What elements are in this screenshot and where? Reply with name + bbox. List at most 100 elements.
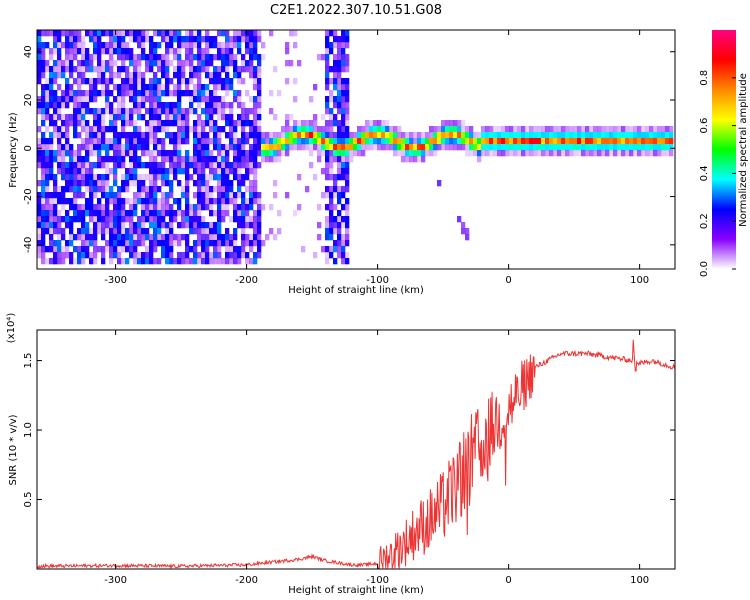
heatmap-cell [145, 138, 150, 145]
heatmap-cell [157, 138, 162, 145]
heatmap-cell [129, 114, 134, 121]
heatmap-cell [157, 174, 162, 181]
heatmap-cell [665, 138, 670, 145]
heatmap-cell [121, 204, 126, 211]
heatmap-cell [133, 90, 138, 97]
heatmap-cell [209, 240, 214, 247]
heatmap-cell [53, 252, 58, 259]
heatmap-cell [233, 174, 238, 181]
heatmap-cell [201, 174, 206, 181]
heatmap-cell [137, 60, 142, 67]
heatmap-cell [233, 132, 238, 139]
heatmap-cell [325, 108, 330, 115]
heatmap-cell [221, 234, 226, 241]
heatmap-cell [109, 186, 114, 193]
heatmap-cell [197, 120, 202, 127]
heatmap-cell [41, 84, 46, 91]
heatmap-cell [525, 132, 530, 139]
heatmap-cell [493, 126, 498, 133]
heatmap-cell [133, 120, 138, 127]
heatmap-cell [49, 240, 54, 247]
heatmap-cell [133, 168, 138, 175]
heatmap-cell [337, 60, 342, 67]
heatmap-cell [285, 120, 290, 127]
heatmap-cell [213, 168, 218, 175]
heatmap-cell [661, 144, 666, 151]
heatmap-cell [269, 108, 274, 115]
heatmap-cell [97, 174, 102, 181]
heatmap-cell [101, 204, 106, 211]
heatmap-cell [165, 54, 170, 61]
heatmap-cell [185, 114, 190, 121]
heatmap-cell [333, 120, 338, 127]
heatmap-cell [221, 96, 226, 103]
heatmap-cell [197, 174, 202, 181]
heatmap-cell [81, 120, 86, 127]
heatmap-cell [73, 54, 78, 61]
heatmap-cell [97, 72, 102, 79]
heatmap-cell [97, 216, 102, 223]
heatmap-cell [65, 144, 70, 151]
heatmap-cell [133, 228, 138, 235]
heatmap-cell [329, 210, 334, 217]
heatmap-cell [577, 132, 582, 139]
heatmap-cell [125, 186, 130, 193]
heatmap-cell [229, 138, 234, 145]
heatmap-cell [105, 96, 110, 103]
heatmap-cell [385, 132, 390, 139]
heatmap-cell [161, 150, 166, 157]
heatmap-cell [109, 36, 114, 43]
heatmap-cell [185, 192, 190, 199]
heatmap-cell [113, 120, 118, 127]
heatmap-cell [225, 234, 230, 241]
heatmap-cell [81, 102, 86, 109]
heatmap-cell [325, 48, 330, 55]
heatmap-cell [129, 150, 134, 157]
heatmap-cell [141, 150, 146, 157]
heatmap-cell [45, 102, 50, 109]
heatmap-cell [409, 138, 414, 145]
heatmap-cell [329, 108, 334, 115]
heatmap-cell [221, 150, 226, 157]
heatmap-cell [65, 210, 70, 217]
heatmap-cell [329, 252, 334, 259]
heatmap-cell [361, 126, 366, 133]
heatmap-cell [125, 228, 130, 235]
snr-x-tick-label: -300 [104, 575, 127, 586]
heatmap-cell [189, 246, 194, 253]
heatmap-cell [113, 96, 118, 103]
heatmap-cell [245, 114, 250, 121]
heatmap-cell [169, 204, 174, 211]
heatmap-cell [161, 72, 166, 79]
heatmap-cell [161, 108, 166, 115]
heatmap-cell [97, 60, 102, 67]
heatmap-cell [89, 228, 94, 235]
heatmap-cell [145, 246, 150, 253]
heatmap-cell [153, 234, 158, 241]
heatmap-cell [337, 168, 342, 175]
heatmap-cell [129, 222, 134, 229]
heatmap-cell [521, 126, 526, 133]
heatmap-cell [77, 150, 82, 157]
heatmap-cell [625, 144, 630, 151]
heatmap-cell [93, 42, 98, 49]
heatmap-cell [101, 258, 106, 265]
heatmap-cell [57, 96, 62, 103]
heatmap-cell [41, 180, 46, 187]
heatmap-cell [157, 228, 162, 235]
heatmap-cell [141, 132, 146, 139]
heatmap-cell [145, 126, 150, 133]
heatmap-cell [249, 204, 254, 211]
heatmap-cell [541, 138, 546, 145]
heatmap-cell [225, 204, 230, 211]
heatmap-cell [85, 120, 90, 127]
heatmap-cell [313, 126, 318, 133]
heatmap-cell [249, 60, 254, 67]
heatmap-cell [189, 36, 194, 43]
heatmap-cell [445, 132, 450, 139]
heatmap-cell [253, 150, 258, 157]
heatmap-cell [73, 210, 78, 217]
heatmap-cell [37, 138, 42, 145]
heatmap-cell [241, 36, 246, 43]
heatmap-cell [325, 60, 330, 67]
